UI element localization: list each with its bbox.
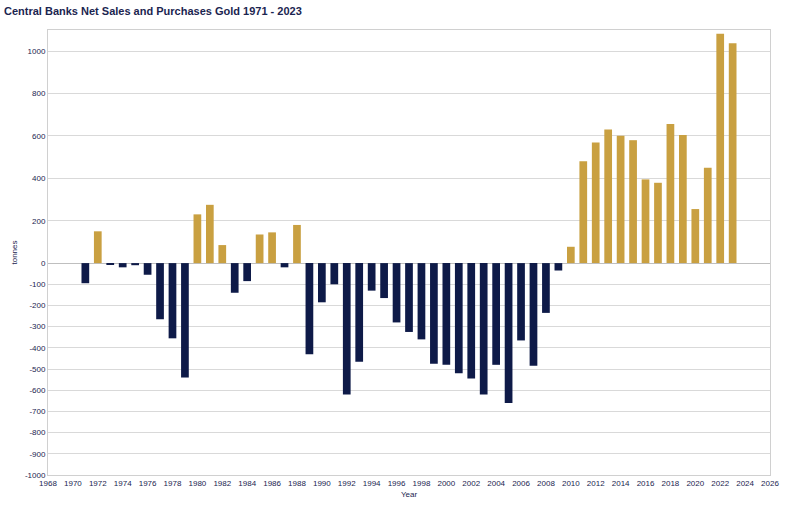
svg-text:2020: 2020 xyxy=(686,479,704,488)
svg-text:1984: 1984 xyxy=(238,479,256,488)
svg-text:2012: 2012 xyxy=(587,479,605,488)
svg-text:1968: 1968 xyxy=(39,479,57,488)
svg-text:1990: 1990 xyxy=(313,479,331,488)
svg-text:0: 0 xyxy=(41,259,46,268)
svg-text:-400: -400 xyxy=(29,344,46,353)
svg-text:1970: 1970 xyxy=(64,479,82,488)
svg-text:-100: -100 xyxy=(29,280,46,289)
svg-text:-500: -500 xyxy=(29,365,46,374)
svg-text:1000: 1000 xyxy=(28,47,46,56)
svg-text:-800: -800 xyxy=(29,428,46,437)
svg-text:1992: 1992 xyxy=(338,479,356,488)
svg-text:Year: Year xyxy=(401,490,418,499)
svg-text:2018: 2018 xyxy=(662,479,680,488)
svg-text:-900: -900 xyxy=(29,450,46,459)
svg-text:1996: 1996 xyxy=(388,479,406,488)
svg-text:1978: 1978 xyxy=(164,479,182,488)
svg-text:1986: 1986 xyxy=(263,479,281,488)
svg-text:-300: -300 xyxy=(29,322,46,331)
svg-text:1976: 1976 xyxy=(139,479,157,488)
svg-text:-600: -600 xyxy=(29,386,46,395)
svg-text:1994: 1994 xyxy=(363,479,381,488)
svg-text:1972: 1972 xyxy=(89,479,107,488)
svg-text:2010: 2010 xyxy=(562,479,580,488)
svg-text:1988: 1988 xyxy=(288,479,306,488)
svg-text:1980: 1980 xyxy=(188,479,206,488)
svg-text:-1000: -1000 xyxy=(25,471,46,480)
svg-text:Central Banks Net Sales and Pu: Central Banks Net Sales and Purchases Go… xyxy=(4,5,302,17)
svg-text:2014: 2014 xyxy=(612,479,630,488)
svg-text:2002: 2002 xyxy=(462,479,480,488)
svg-text:400: 400 xyxy=(32,174,46,183)
svg-text:2000: 2000 xyxy=(437,479,455,488)
svg-text:2026: 2026 xyxy=(761,479,779,488)
svg-text:-700: -700 xyxy=(29,407,46,416)
svg-text:1982: 1982 xyxy=(213,479,231,488)
svg-text:1998: 1998 xyxy=(413,479,431,488)
svg-text:-200: -200 xyxy=(29,301,46,310)
svg-text:2008: 2008 xyxy=(537,479,555,488)
svg-text:600: 600 xyxy=(32,132,46,141)
svg-text:200: 200 xyxy=(32,217,46,226)
svg-text:2024: 2024 xyxy=(736,479,754,488)
svg-text:2006: 2006 xyxy=(512,479,530,488)
svg-text:2022: 2022 xyxy=(711,479,729,488)
svg-text:2016: 2016 xyxy=(637,479,655,488)
svg-text:800: 800 xyxy=(32,89,46,98)
svg-text:tonnes: tonnes xyxy=(10,240,19,264)
svg-text:1974: 1974 xyxy=(114,479,132,488)
svg-text:2004: 2004 xyxy=(487,479,505,488)
